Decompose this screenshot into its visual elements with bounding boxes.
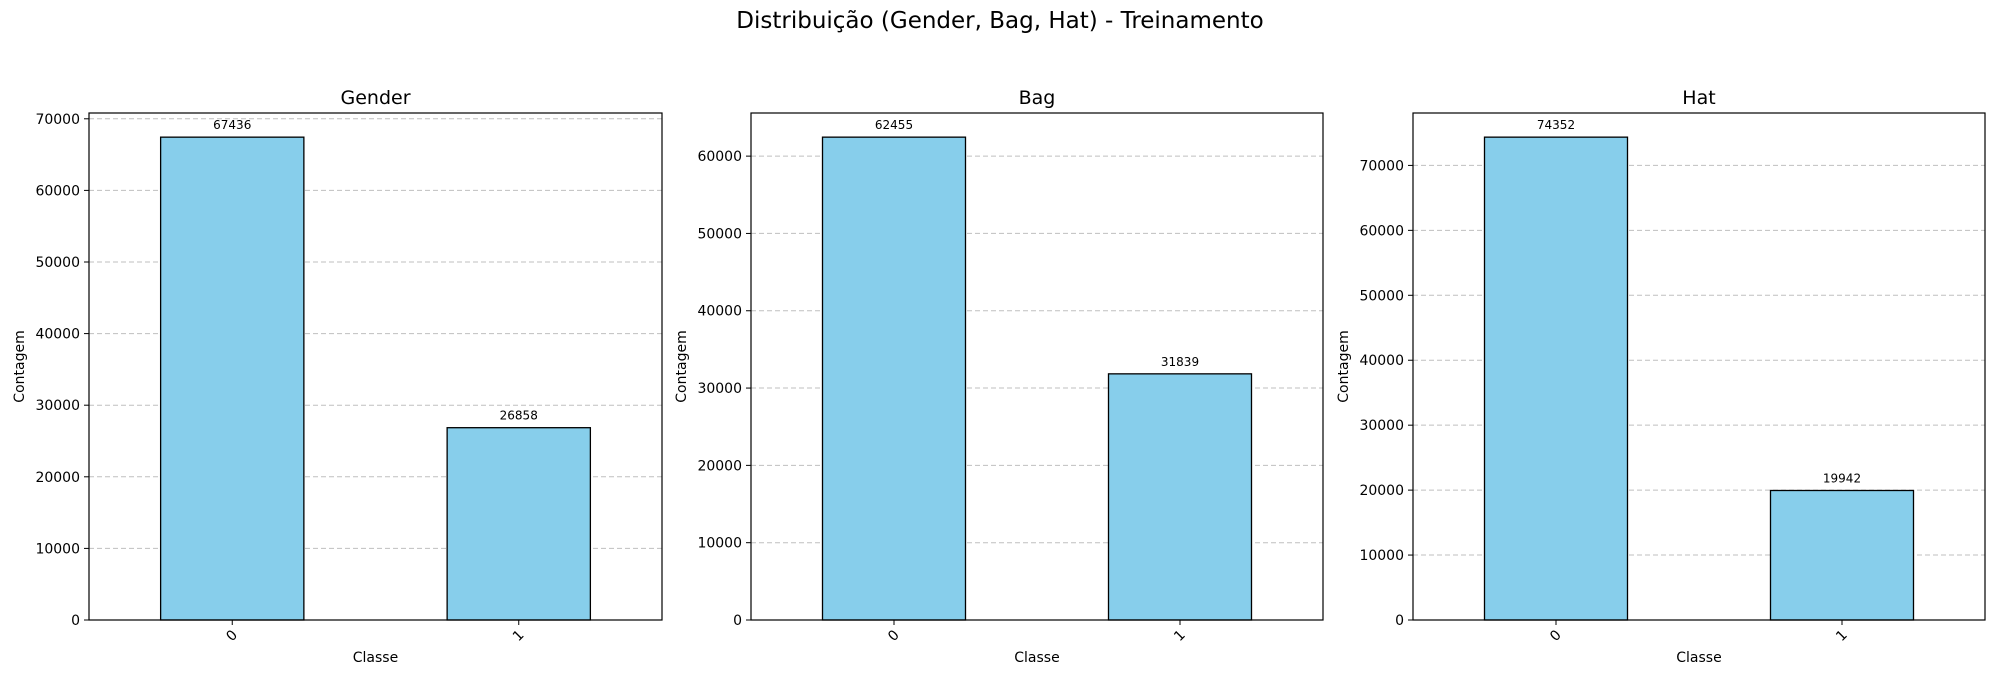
y-tick-label: 0 (71, 613, 80, 629)
bar-1 (1769, 489, 1915, 621)
bar-0 (1483, 136, 1629, 621)
x-tick-label: 0 (885, 627, 903, 645)
x-axis-label: Classe (1014, 650, 1059, 666)
axes-frame (88, 112, 663, 621)
figure-title: Distribuição (Gender, Bag, Hat) - Treina… (736, 8, 1264, 34)
y-axis-label: Contagem (12, 330, 28, 402)
y-tick-label: 70000 (1359, 158, 1404, 174)
y-tick-label: 30000 (1359, 418, 1404, 434)
y-tick-label: 20000 (35, 470, 80, 486)
bar-0 (159, 136, 305, 621)
y-tick-label: 40000 (1359, 353, 1404, 369)
y-axis-label: Contagem (674, 330, 690, 402)
bar-1 (1107, 373, 1253, 621)
y-tick-label: 30000 (35, 398, 80, 414)
subplot-bag: 62455 31839 0 10000 20000 30000 40000 50000 6000… (674, 87, 1324, 666)
y-axis-label: Contagem (1336, 330, 1352, 402)
y-tick-label: 30000 (697, 381, 742, 397)
y-tick-label: 10000 (35, 541, 80, 557)
x-tick-label: 1 (1833, 627, 1851, 645)
y-tick-label: 50000 (1359, 288, 1404, 304)
data-label: 62455 (875, 118, 913, 132)
data-label: 31839 (1161, 355, 1199, 369)
y-tick-label: 40000 (697, 304, 742, 320)
axes-frame (1412, 112, 1986, 621)
data-label: 19942 (1823, 471, 1861, 485)
axes-frame (750, 112, 1324, 621)
data-label: 26858 (500, 409, 538, 423)
subplot-gender: 67436 26858 0 10000 20000 30000 40000 50000 6000… (12, 87, 663, 666)
y-tick-label: 50000 (35, 255, 80, 271)
x-axis-label: Classe (1676, 650, 1721, 666)
y-tick-label: 60000 (1359, 223, 1404, 239)
y-tick-label: 20000 (1359, 483, 1404, 499)
x-tick-label: 1 (510, 627, 528, 645)
y-tick-label: 0 (1395, 613, 1404, 629)
x-axis-label: Classe (353, 650, 398, 666)
subplot-hat: 74352 19942 0 10000 20000 30000 40000 50000 6000… (1336, 87, 1986, 666)
x-tick-label: 0 (223, 627, 241, 645)
y-tick-label: 60000 (35, 183, 80, 199)
y-tick-label: 0 (733, 613, 742, 629)
subplot-title: Bag (1019, 87, 1056, 109)
bar-0 (821, 136, 967, 621)
data-label: 67436 (213, 118, 251, 132)
subplot-title: Gender (340, 87, 410, 109)
y-tick-label: 10000 (697, 536, 742, 552)
bar-1 (446, 427, 592, 621)
x-tick-label: 0 (1547, 627, 1565, 645)
y-tick-label: 60000 (697, 149, 742, 165)
y-tick-label: 20000 (697, 458, 742, 474)
data-label: 74352 (1537, 118, 1575, 132)
y-tick-label: 50000 (697, 226, 742, 242)
y-tick-label: 40000 (35, 327, 80, 343)
y-tick-label: 70000 (35, 112, 80, 128)
subplot-title: Hat (1682, 87, 1715, 109)
x-tick-label: 1 (1171, 627, 1189, 645)
y-tick-label: 10000 (1359, 548, 1404, 564)
